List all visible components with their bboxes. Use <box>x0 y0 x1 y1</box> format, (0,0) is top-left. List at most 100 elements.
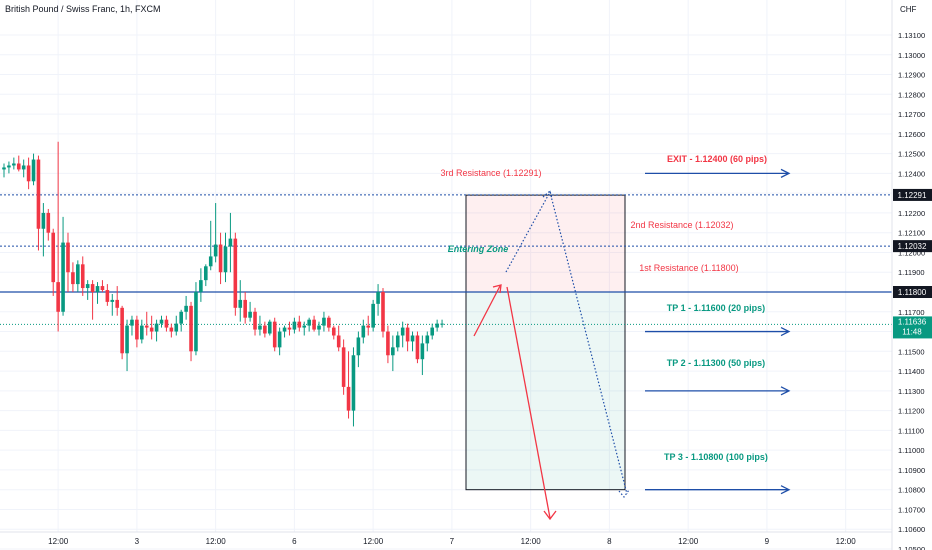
candle-body <box>149 327 154 332</box>
profit-zone <box>465 291 626 491</box>
candle-body <box>395 335 400 348</box>
candle-body <box>218 244 223 273</box>
stop-zone <box>465 194 626 293</box>
tp2-annotation: TP 2 - 1.11300 (50 pips) <box>667 358 765 368</box>
candle-body <box>292 321 297 330</box>
candle-body <box>317 325 321 330</box>
drop-arrow-head <box>543 510 557 521</box>
y-tick-label: 1.12500 <box>898 150 925 159</box>
x-tick-label: 12:00 <box>836 537 857 546</box>
y-tick-label: 1.12900 <box>898 71 925 80</box>
r2-annotation: 2nd Resistance (1.12032) <box>630 220 733 230</box>
y-tick-label: 1.11200 <box>898 407 925 416</box>
candle-body <box>376 292 380 304</box>
y-tick-label: 1.12200 <box>898 209 925 218</box>
candle-body <box>85 284 90 289</box>
r1-annotation: 1st Resistance (1.11800) <box>639 263 738 273</box>
candle-body <box>253 311 257 330</box>
x-tick-label: 7 <box>450 537 455 546</box>
candle-body <box>154 323 159 332</box>
y-tick-label: 1.10500 <box>898 545 925 550</box>
r2-price-tag: 1.12032 <box>893 240 932 253</box>
y-tick-label: 1.12600 <box>898 130 925 139</box>
candle-body <box>263 325 267 334</box>
trade-zones <box>465 194 626 491</box>
candle-body <box>56 282 60 312</box>
drawing-arrows <box>473 168 791 521</box>
candle-body <box>277 331 282 348</box>
candle-body <box>140 325 144 340</box>
y-tick-label: 1.12700 <box>898 110 925 119</box>
candle-body <box>430 327 435 336</box>
y-tick-label: 1.11500 <box>898 347 925 356</box>
candle-body <box>366 325 371 328</box>
candle-body <box>341 347 346 387</box>
axis-currency-label: CHF <box>900 5 917 14</box>
x-tick-label: 12:00 <box>521 537 542 546</box>
candle-body <box>208 256 213 267</box>
y-tick-label: 1.11700 <box>898 308 925 317</box>
candle-body <box>287 327 292 330</box>
candle-body <box>248 311 252 318</box>
candle-body <box>361 325 366 338</box>
candle-body <box>307 319 311 326</box>
r3-price-tag: 1.12291 <box>893 188 932 201</box>
r3-price-value: 1.12291 <box>898 191 927 200</box>
candle-body <box>71 272 75 285</box>
candle-body <box>16 163 21 170</box>
exit-arrow-head <box>780 168 791 178</box>
chart-title: British Pound / Swiss Franc, 1h, FXCM <box>5 4 161 14</box>
candle-body <box>331 327 336 336</box>
candle-body <box>327 317 331 328</box>
candle-body <box>90 284 95 292</box>
y-tick-label: 1.13100 <box>898 31 925 40</box>
candle-body <box>159 319 164 324</box>
x-tick-label: 8 <box>607 537 612 546</box>
candle-body <box>169 327 174 332</box>
candle-body <box>223 246 228 273</box>
candle-body <box>125 325 129 354</box>
candle-body <box>179 311 183 324</box>
candle-body <box>46 212 51 233</box>
candle-body <box>346 386 351 411</box>
bar-countdown: 11:48 <box>902 327 922 336</box>
y-tick-label: 1.10600 <box>898 525 925 534</box>
candle-body <box>194 292 198 352</box>
y-tick-label: 1.11900 <box>898 268 925 277</box>
candle-body <box>184 305 188 312</box>
y-tick-label: 1.12100 <box>898 229 925 238</box>
candle-body <box>12 163 16 166</box>
x-tick-label: 12:00 <box>678 537 699 546</box>
candle-body <box>41 212 46 229</box>
price-axis[interactable]: CHF <box>891 0 932 550</box>
candle-body <box>322 317 326 326</box>
candle-body <box>272 321 277 348</box>
candle-body <box>420 343 425 360</box>
candle-body <box>410 335 415 342</box>
tp2-arrow-head <box>780 386 791 396</box>
x-tick-label: 9 <box>765 537 770 546</box>
y-tick-label: 1.11100 <box>898 426 924 435</box>
candle-body <box>282 327 287 332</box>
rise-arrow <box>473 285 501 337</box>
candle-body <box>7 165 11 168</box>
candle-body <box>36 159 41 229</box>
candle-body <box>164 319 169 328</box>
candle-body <box>258 325 262 330</box>
candle-body <box>2 167 6 170</box>
tp1-annotation: TP 1 - 1.11600 (20 pips) <box>667 303 765 313</box>
y-tick-label: 1.12400 <box>898 169 925 178</box>
y-tick-label: 1.10700 <box>898 505 925 514</box>
candle-body <box>189 305 193 352</box>
candle-body <box>95 286 100 292</box>
entering-zone-label: Entering Zone <box>448 244 509 254</box>
candle-body <box>233 238 238 308</box>
projected-end-head <box>618 489 630 498</box>
candle-body <box>356 337 361 356</box>
candle-body <box>174 323 179 332</box>
candle-body <box>135 319 139 340</box>
y-tick-label: 1.12800 <box>898 90 925 99</box>
candle-body <box>66 242 70 273</box>
time-axis-ticks: 12:00 3 12:00 6 12:00 7 12:00 8 12:00 9 12:00 <box>48 537 856 546</box>
